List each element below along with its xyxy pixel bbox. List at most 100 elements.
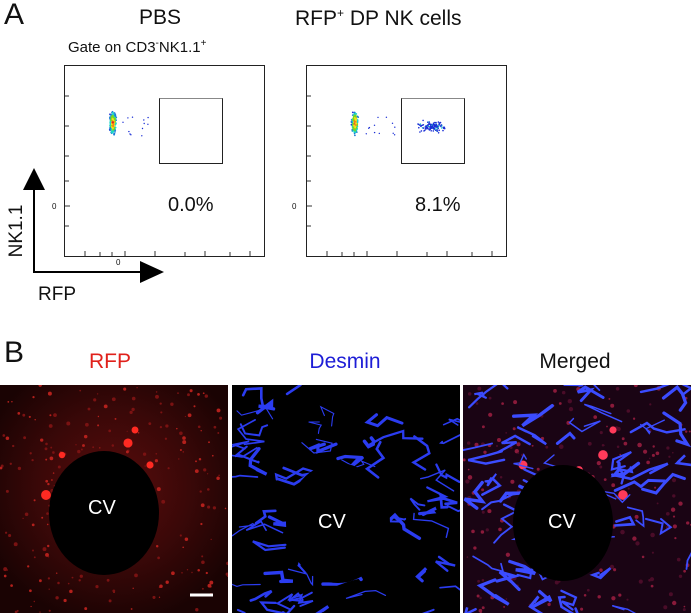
rfp-speckle: [10, 584, 13, 587]
rfp-speckle: [131, 396, 136, 401]
panel-letter-b: B: [4, 336, 25, 369]
merged-speckle: [683, 605, 686, 608]
event-dot: [373, 131, 376, 134]
rfp-speckle: [184, 415, 187, 418]
desmin-fiber: [236, 608, 246, 613]
merged-fiber: [614, 515, 636, 527]
gated-event-dot: [432, 124, 434, 127]
rfp-speckle: [5, 436, 10, 441]
rfp-speckle: [209, 580, 214, 585]
merged-fiber: [555, 431, 576, 445]
event-dot: [354, 129, 356, 132]
merged-speckle: [626, 409, 631, 413]
rfp-speckle: [6, 569, 9, 571]
rfp-speckle: [38, 385, 42, 387]
merged-fiber: [611, 462, 669, 481]
rfp-speckle: [112, 589, 116, 593]
gated-event-dot: [428, 121, 431, 123]
merged-speckle: [558, 402, 562, 405]
merged-speckle: [479, 596, 482, 600]
desmin-fiber: [236, 407, 274, 420]
merged-speckle: [672, 515, 676, 518]
event-dot: [114, 123, 117, 126]
merged-speckle: [511, 577, 514, 581]
merged-speckle: [499, 476, 503, 479]
rfp-speckle: [27, 565, 30, 568]
event-dot: [113, 112, 116, 114]
rfp-speckle: [33, 499, 36, 502]
gated-event-dot: [427, 125, 429, 127]
rfp-speckle: [189, 389, 193, 393]
rfp-speckle: [69, 589, 73, 594]
rfp-speckle: [96, 393, 99, 395]
central-vein-1: [49, 451, 159, 575]
rfp-speckle: [51, 479, 53, 481]
merged-speckle: [497, 438, 501, 442]
event-dot: [147, 123, 149, 125]
merged-speckle: [684, 430, 688, 433]
rfp-speckle: [164, 437, 168, 440]
desmin-fiber: [258, 601, 296, 613]
merged-speckle: [613, 568, 617, 572]
gated-event-dot: [420, 125, 423, 127]
merged-speckle: [654, 486, 657, 489]
merged-speckle: [547, 602, 551, 607]
merged-fiber: [493, 510, 518, 544]
rfp-speckle: [32, 549, 34, 552]
y-axis-arrowhead: [23, 168, 45, 190]
merged-fiber: [484, 473, 497, 486]
rfp-speckle: [200, 503, 205, 508]
central-vein-2: [286, 463, 390, 583]
merged-speckle: [473, 546, 477, 550]
merged-speckle: [656, 502, 659, 505]
merged-speckle: [481, 488, 485, 492]
gate-sup-plus: +: [200, 38, 207, 49]
merged-cell: [609, 426, 617, 434]
merged-fiber: [674, 454, 691, 467]
gated-event-dot: [417, 123, 420, 126]
desmin-fiber: [418, 506, 437, 517]
merged-speckle: [512, 427, 516, 431]
rfp-speckle: [182, 451, 185, 453]
merged-speckle: [476, 594, 480, 598]
event-dot: [141, 135, 143, 137]
merged-speckle: [601, 444, 605, 447]
rfp-speckle: [77, 449, 81, 454]
rfp-speckle: [207, 505, 211, 509]
merged-speckle: [465, 479, 470, 484]
event-dot: [365, 133, 367, 135]
rfp-speckle: [200, 429, 202, 432]
merged-speckle: [583, 594, 587, 597]
dot-cluster-1: [108, 110, 149, 137]
gated-event-dot: [419, 131, 421, 133]
merged-speckle: [481, 510, 485, 514]
merged-fiber: [639, 385, 691, 395]
merged-fiber: [662, 411, 691, 448]
desmin-fiber: [387, 512, 422, 540]
merged-speckle: [498, 527, 502, 532]
event-dot: [355, 122, 357, 125]
rfp-speckle: [34, 418, 36, 421]
rfp-speckle: [29, 589, 32, 593]
rfp-speckle: [210, 538, 212, 541]
desmin-fiber: [232, 446, 258, 458]
merged-fiber: [563, 385, 601, 391]
merged-speckle: [503, 605, 506, 608]
rfp-speckle: [206, 473, 209, 475]
merged-speckle: [488, 396, 492, 400]
merged-speckle: [467, 392, 472, 396]
gated-event-dot: [437, 132, 440, 134]
merged-fiber: [610, 450, 632, 471]
merged-speckle: [501, 402, 504, 405]
merged-fiber: [513, 453, 534, 470]
cv-label-1: CV: [88, 497, 116, 519]
event-dot: [110, 113, 112, 116]
rfp-speckle: [47, 577, 51, 580]
gated-event-dot: [424, 129, 426, 132]
event-dot: [353, 132, 356, 135]
merged-fiber: [528, 595, 544, 613]
event-dot: [377, 116, 379, 119]
rfp-speckle: [31, 458, 34, 462]
rfp-speckle: [23, 436, 27, 440]
plot-title-pbs: PBS: [138, 6, 182, 29]
